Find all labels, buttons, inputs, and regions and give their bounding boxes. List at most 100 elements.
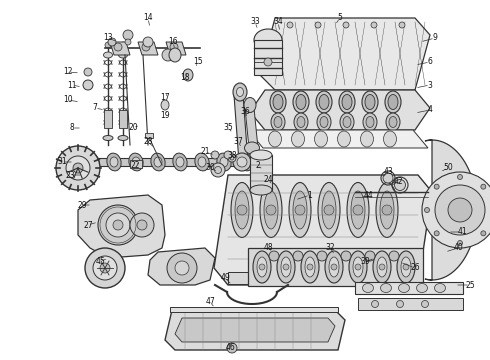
- Ellipse shape: [416, 284, 427, 292]
- Circle shape: [105, 42, 111, 48]
- Ellipse shape: [385, 91, 401, 113]
- Circle shape: [324, 205, 334, 215]
- Circle shape: [295, 205, 305, 215]
- Ellipse shape: [325, 251, 343, 283]
- Ellipse shape: [151, 153, 165, 171]
- Text: 8: 8: [70, 123, 74, 132]
- Text: 7: 7: [93, 104, 98, 112]
- Ellipse shape: [362, 91, 378, 113]
- Ellipse shape: [366, 117, 374, 127]
- Ellipse shape: [231, 183, 253, 238]
- Ellipse shape: [329, 257, 339, 277]
- Circle shape: [93, 256, 117, 280]
- Circle shape: [125, 39, 131, 45]
- Ellipse shape: [320, 117, 328, 127]
- Circle shape: [259, 264, 265, 270]
- Ellipse shape: [119, 52, 127, 58]
- Text: 24: 24: [263, 175, 273, 184]
- Bar: [248, 248, 423, 286]
- Circle shape: [371, 22, 377, 28]
- Text: 4: 4: [428, 105, 433, 114]
- Ellipse shape: [277, 251, 295, 283]
- Ellipse shape: [271, 113, 285, 131]
- Circle shape: [108, 38, 116, 46]
- Text: 21: 21: [200, 148, 210, 157]
- Text: 10: 10: [63, 95, 73, 104]
- Circle shape: [227, 343, 237, 353]
- Circle shape: [237, 205, 247, 215]
- Circle shape: [434, 184, 439, 189]
- Polygon shape: [250, 90, 430, 130]
- Circle shape: [56, 146, 100, 190]
- Ellipse shape: [237, 87, 244, 96]
- Ellipse shape: [250, 185, 272, 195]
- Text: 50: 50: [443, 163, 453, 172]
- Text: 42: 42: [393, 177, 403, 186]
- Ellipse shape: [220, 157, 228, 167]
- Bar: [250, 155, 272, 190]
- Polygon shape: [248, 130, 428, 148]
- Ellipse shape: [103, 52, 113, 58]
- Bar: [145, 133, 153, 138]
- Bar: [119, 110, 127, 128]
- Text: 32: 32: [325, 243, 335, 252]
- Ellipse shape: [398, 284, 410, 292]
- Ellipse shape: [338, 131, 350, 147]
- Text: 45: 45: [95, 257, 105, 266]
- Text: 17: 17: [160, 94, 170, 103]
- Text: 47: 47: [205, 297, 215, 306]
- Ellipse shape: [88, 157, 96, 167]
- Ellipse shape: [264, 191, 278, 229]
- Ellipse shape: [233, 153, 251, 171]
- Text: 37: 37: [233, 138, 243, 147]
- Text: 9: 9: [433, 33, 438, 42]
- Ellipse shape: [235, 191, 249, 229]
- Circle shape: [113, 220, 123, 230]
- Ellipse shape: [257, 257, 267, 277]
- Ellipse shape: [317, 113, 331, 131]
- Ellipse shape: [339, 91, 355, 113]
- Ellipse shape: [242, 157, 250, 167]
- Circle shape: [287, 22, 293, 28]
- Ellipse shape: [363, 113, 377, 131]
- Ellipse shape: [293, 191, 307, 229]
- Text: 40: 40: [453, 243, 463, 252]
- Ellipse shape: [154, 157, 162, 167]
- Ellipse shape: [253, 251, 271, 283]
- Circle shape: [396, 301, 403, 307]
- Circle shape: [403, 264, 409, 270]
- Text: 38: 38: [227, 150, 237, 159]
- Text: 44: 44: [363, 190, 373, 199]
- Ellipse shape: [239, 153, 253, 171]
- Text: 46: 46: [225, 343, 235, 352]
- Ellipse shape: [260, 183, 282, 238]
- Ellipse shape: [85, 153, 99, 171]
- Bar: [82, 158, 267, 166]
- Circle shape: [137, 220, 147, 230]
- Circle shape: [130, 213, 154, 237]
- Ellipse shape: [381, 284, 392, 292]
- Text: 14: 14: [143, 13, 153, 22]
- Text: 23: 23: [65, 171, 75, 180]
- Ellipse shape: [340, 113, 354, 131]
- Circle shape: [422, 172, 490, 248]
- Text: 11: 11: [67, 81, 77, 90]
- Polygon shape: [110, 42, 130, 55]
- Ellipse shape: [269, 131, 281, 147]
- Ellipse shape: [347, 183, 369, 238]
- Text: 43: 43: [383, 167, 393, 176]
- Text: 33: 33: [250, 18, 260, 27]
- Circle shape: [424, 207, 430, 212]
- Ellipse shape: [211, 163, 225, 177]
- Ellipse shape: [349, 251, 367, 283]
- Polygon shape: [425, 140, 477, 280]
- Polygon shape: [260, 18, 430, 90]
- Text: 13: 13: [103, 33, 113, 42]
- Ellipse shape: [273, 94, 283, 109]
- Ellipse shape: [118, 135, 128, 140]
- Circle shape: [421, 301, 428, 307]
- Bar: [170, 307, 338, 312]
- Circle shape: [399, 22, 405, 28]
- Ellipse shape: [297, 117, 305, 127]
- Circle shape: [264, 58, 272, 66]
